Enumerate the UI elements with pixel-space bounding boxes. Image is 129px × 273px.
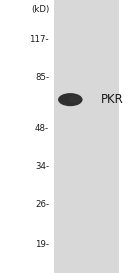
Text: 34-: 34-: [35, 162, 49, 171]
Bar: [54, 0, 119, 273]
Text: 48-: 48-: [35, 124, 49, 133]
Text: 19-: 19-: [35, 240, 49, 249]
Text: 26-: 26-: [35, 200, 49, 209]
Text: PKR: PKR: [101, 93, 123, 106]
Ellipse shape: [58, 93, 83, 106]
Text: (kD): (kD): [31, 5, 49, 14]
Text: 85-: 85-: [35, 73, 49, 82]
Text: 117-: 117-: [29, 35, 49, 44]
Ellipse shape: [69, 95, 81, 103]
